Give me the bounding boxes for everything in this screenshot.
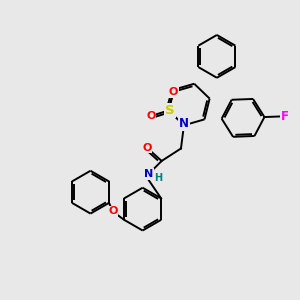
- Text: O: O: [142, 142, 152, 153]
- Text: O: O: [108, 206, 118, 217]
- Text: F: F: [281, 110, 289, 123]
- Text: N: N: [179, 117, 189, 130]
- Text: O: O: [169, 88, 178, 98]
- Text: S: S: [165, 104, 175, 117]
- Text: H: H: [154, 172, 163, 183]
- Text: N: N: [144, 169, 153, 179]
- Text: O: O: [146, 111, 155, 121]
